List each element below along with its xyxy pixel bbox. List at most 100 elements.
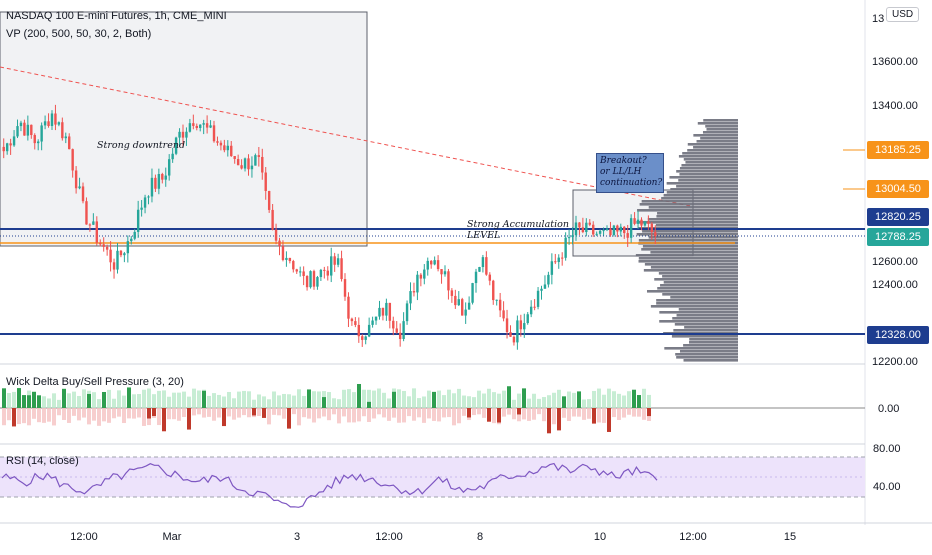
buy-band: [72, 391, 76, 408]
buy-band: [412, 388, 416, 408]
price-tag-13004[interactable]: 13004.50: [867, 180, 929, 198]
volume-profile-bar: [641, 200, 738, 203]
candle-body: [199, 124, 202, 128]
candle-body: [605, 228, 609, 231]
buy-band: [52, 393, 56, 408]
candle-body: [512, 336, 516, 343]
candle-body: [471, 283, 474, 303]
sell-band: [257, 408, 261, 417]
volume-profile-bar: [706, 128, 738, 131]
buy-band: [317, 391, 321, 408]
sell-band: [382, 408, 386, 418]
strong-downtrend-note[interactable]: Strong downtrend: [97, 140, 186, 151]
buy-band: [602, 394, 606, 408]
price-tag-12328[interactable]: 12328.00: [867, 326, 929, 344]
volume-profile-bar: [663, 194, 738, 197]
volume-profile-bar: [670, 296, 738, 299]
candle-body: [26, 124, 30, 136]
volume-profile-bar: [659, 320, 738, 323]
buy-band: [527, 398, 531, 408]
candle-body: [61, 122, 64, 139]
volume-profile-bar: [657, 287, 738, 290]
sell-band: [387, 408, 391, 421]
buy-band: [447, 389, 451, 408]
sell-band: [367, 408, 371, 423]
buy-band: [182, 391, 186, 408]
time-tick: 12:00: [679, 531, 707, 543]
sell-band: [392, 408, 396, 418]
buy-band: [442, 395, 446, 408]
candle-body: [195, 125, 198, 128]
candle-body: [350, 318, 354, 322]
candle-body: [330, 256, 333, 276]
sell-bar: [262, 408, 266, 418]
time-tick: Mar: [163, 531, 182, 543]
candle-body: [364, 336, 367, 340]
candle-body: [209, 125, 212, 128]
buy-band: [122, 395, 126, 408]
sell-bar: [607, 408, 611, 432]
volume-profile-bar: [681, 164, 738, 167]
candle-body: [43, 121, 47, 126]
candle-body: [64, 136, 67, 139]
candle-body: [19, 122, 23, 127]
rsi-legend[interactable]: RSI (14, close): [6, 455, 79, 467]
sell-band: [322, 408, 326, 417]
sell-band: [7, 408, 11, 421]
vp-indicator-legend[interactable]: VP (200, 500, 50, 30, 2, Both): [6, 28, 152, 40]
candle-body: [388, 302, 392, 321]
volume-profile-bar: [639, 203, 738, 206]
candle-body: [543, 284, 547, 289]
level-note[interactable]: LEVEL: [467, 230, 501, 241]
buy-band: [457, 388, 461, 408]
candle-body: [488, 274, 492, 281]
volume-profile-bar: [654, 278, 738, 281]
candle-body: [112, 262, 116, 270]
last-price-tag[interactable]: 12788.25: [867, 228, 929, 246]
candle-body: [378, 307, 381, 317]
buy-band: [282, 393, 286, 408]
time-tick: 3: [294, 531, 300, 543]
candle-body: [602, 230, 605, 232]
volume-profile-bar: [660, 284, 738, 287]
buy-bar: [637, 395, 641, 408]
buy-band: [242, 390, 246, 408]
volume-profile-bar: [658, 272, 738, 275]
price-tick: 12600.00: [872, 256, 918, 268]
breakout-callout[interactable]: Breakout? or LL/LH continuation?: [596, 153, 664, 193]
candlestick-series[interactable]: [2, 104, 657, 350]
strong-accumulation-note[interactable]: Strong Accumulation: [467, 219, 569, 230]
symbol-title[interactable]: NASDAQ 100 E-mini Futures, 1h, CME_MINI: [6, 10, 227, 22]
candle-body: [257, 155, 261, 157]
sell-band: [77, 408, 81, 421]
buy-band: [332, 398, 336, 408]
price-tag-12820[interactable]: 12820.25: [867, 208, 929, 226]
candle-body: [481, 257, 485, 268]
candle-body: [116, 250, 119, 270]
volume-profile-bar: [679, 350, 738, 353]
candle-body: [92, 221, 95, 225]
sell-band: [542, 408, 546, 422]
candle-body: [650, 223, 654, 233]
buy-band: [167, 396, 171, 408]
buy-bar: [562, 396, 566, 408]
price-tag-13185[interactable]: 13185.25: [867, 141, 929, 159]
downtrend-line[interactable]: [0, 66, 691, 207]
sell-band: [522, 408, 526, 420]
sell-band: [462, 408, 466, 416]
volume-profile-bar: [682, 152, 738, 155]
sell-band: [117, 408, 121, 417]
buy-bar: [392, 391, 396, 408]
currency-button[interactable]: USD: [886, 7, 920, 22]
volume-profile-bar: [674, 323, 738, 326]
buy-band: [622, 395, 626, 408]
time-tick: 15: [784, 531, 796, 543]
wick-delta-legend[interactable]: Wick Delta Buy/Sell Pressure (3, 20): [6, 376, 184, 388]
buy-band: [452, 393, 456, 408]
sell-band: [442, 408, 446, 418]
buy-band: [232, 398, 236, 408]
sell-band: [472, 408, 476, 416]
candle-body: [274, 229, 278, 241]
